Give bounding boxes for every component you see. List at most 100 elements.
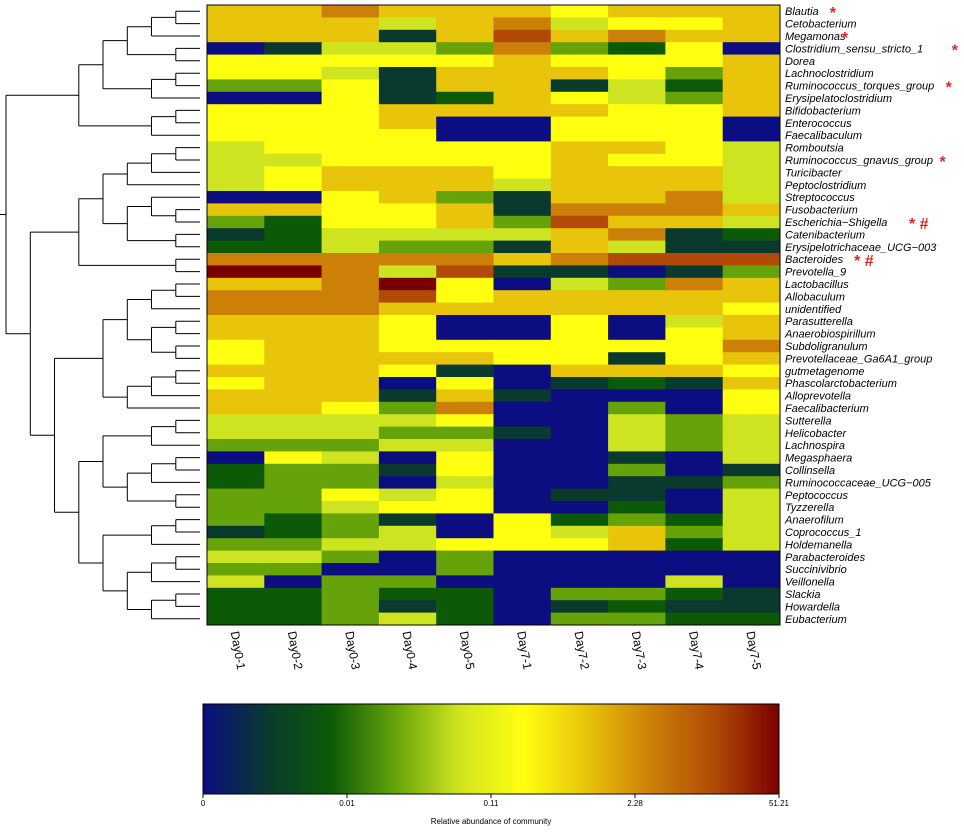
heatmap-cell: [665, 253, 724, 266]
heatmap-cell: [321, 79, 380, 93]
heatmap-cell: [436, 513, 494, 527]
heatmap-cell: [321, 575, 380, 589]
heatmap-cell: [378, 215, 437, 229]
heatmap-cell: [378, 525, 437, 539]
row-label: Faecalibaculum: [785, 130, 862, 142]
heatmap-cell: [722, 67, 781, 80]
heatmap-cell: [378, 153, 437, 167]
heatmap-cell: [493, 550, 552, 564]
heatmap-cell: [378, 327, 437, 341]
heatmap-cell: [550, 538, 609, 551]
heatmap-cell: [493, 439, 552, 452]
heatmap-cell: [378, 203, 437, 217]
heatmap-cell: [436, 339, 494, 353]
heatmap-cell: [550, 129, 609, 142]
heatmap-cell: [493, 54, 552, 68]
column-label: Day0-3: [342, 630, 363, 671]
colorbar-ticks: 0 0.01 0.11 2.28 51.21: [201, 794, 790, 808]
heatmap-cell: [264, 612, 322, 626]
heatmap-cell: [436, 153, 494, 167]
row-label: Fusobacterium: [785, 205, 858, 217]
heatmap-cell: [436, 290, 494, 303]
heatmap-cell: [493, 290, 552, 303]
heatmap-cell: [207, 538, 265, 551]
heatmap-cell: [207, 153, 265, 167]
column-label: Day0-1: [228, 630, 249, 671]
heatmap-cell: [436, 29, 494, 43]
heatmap-cell: [665, 79, 724, 93]
heatmap-cell: [665, 67, 724, 80]
heatmap-cell: [264, 563, 322, 576]
heatmap-cell: [378, 563, 437, 576]
heatmap-cell: [608, 488, 666, 502]
heatmap-cell: [378, 17, 437, 31]
heatmap-cell: [264, 253, 322, 266]
heatmap-cell: [550, 42, 609, 55]
heatmap-cell: [436, 104, 494, 117]
heatmap-cell: [550, 364, 609, 378]
heatmap-cell: [608, 513, 666, 527]
heatmap-cell: [207, 414, 265, 427]
heatmap-cell: [264, 104, 322, 117]
heatmap-cell: [378, 191, 437, 204]
heatmap-cell: [722, 463, 781, 477]
heatmap-cell: [665, 17, 724, 31]
heatmap-cell: [550, 228, 609, 241]
heatmap-cell: [378, 315, 437, 328]
heatmap-cell: [722, 401, 781, 415]
heatmap-cell: [493, 153, 552, 167]
heatmap-cell: [207, 302, 265, 316]
heatmap-cell: [264, 451, 322, 465]
heatmap-cell: [608, 587, 666, 601]
heatmap-cell: [207, 42, 265, 55]
heatmap-cell: [608, 600, 666, 613]
column-labels: Day0-1 Day0-2 Day0-3 Day0-4 Day0-5 Day7-1 Day7…: [228, 630, 764, 671]
heatmap-cell: [264, 290, 322, 303]
heatmap-cell: [665, 228, 724, 241]
heatmap-cell: [378, 476, 437, 489]
heatmap-cell: [665, 377, 724, 390]
heatmap-cell: [378, 5, 437, 18]
heatmap-cell: [207, 525, 265, 539]
heatmap-cell: [550, 563, 609, 576]
heatmap-cell: [207, 116, 265, 130]
heatmap-cell: [321, 277, 380, 291]
heatmap-cell: [264, 67, 322, 80]
row-dendrogram: [0, 10, 200, 620]
heatmap-cell: [321, 327, 380, 341]
heatmap-cell: [321, 488, 380, 502]
heatmap-cell: [722, 215, 781, 229]
heatmap-cell: [493, 315, 552, 328]
heatmap-cell: [722, 563, 781, 576]
heatmap-cell: [264, 215, 322, 229]
heatmap-cell: [207, 290, 265, 303]
heatmap-cell: [207, 488, 265, 502]
heatmap-cell: [493, 600, 552, 613]
heatmap-cell: [665, 290, 724, 303]
heatmap-cell: [722, 54, 781, 68]
row-label: Megasphaera: [785, 453, 852, 465]
heatmap-cell: [550, 587, 609, 601]
heatmap-cell: [321, 228, 380, 241]
heatmap-cell: [436, 91, 494, 105]
significance-marker: *: [952, 42, 959, 59]
heatmap-cell: [665, 327, 724, 341]
heatmap-cell: [321, 290, 380, 303]
heatmap-cell: [378, 364, 437, 378]
heatmap-cell: [722, 79, 781, 93]
heatmap-cell: [493, 327, 552, 341]
heatmap-cell: [321, 5, 380, 18]
heatmap-cell: [321, 501, 380, 514]
row-label: Romboutsia: [785, 143, 844, 155]
heatmap-cell: [493, 17, 552, 31]
heatmap-cell: [264, 476, 322, 489]
row-label: Catenibacterium: [785, 229, 865, 241]
heatmap-cell: [722, 575, 781, 589]
heatmap-cell: [321, 17, 380, 31]
heatmap-cell: [378, 42, 437, 55]
heatmap-cell: [550, 79, 609, 93]
heatmap-cell: [722, 327, 781, 341]
heatmap-cell: [207, 91, 265, 105]
heatmap-cell: [321, 54, 380, 68]
row-label: Bifidobacterium: [785, 105, 861, 117]
